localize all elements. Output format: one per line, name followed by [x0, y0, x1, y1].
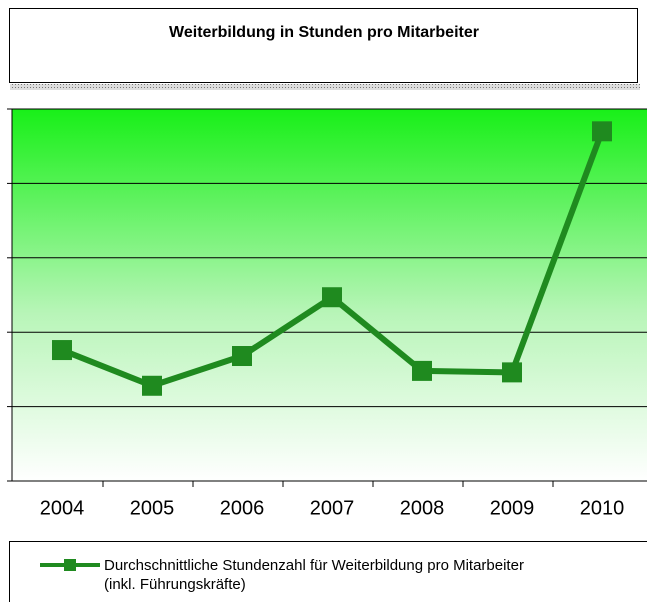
x-tick-label: 2007 — [310, 497, 355, 519]
point-marker — [232, 346, 252, 367]
legend-label: Durchschnittliche Stundenzahl für Weiter… — [104, 557, 524, 593]
legend-marker — [64, 559, 76, 571]
x-tick-label: 2006 — [220, 497, 265, 519]
chart-title: Weiterbildung in Stunden pro Mitarbeiter — [169, 24, 479, 41]
point-marker — [592, 121, 612, 142]
x-tick-label: 2010 — [580, 497, 625, 519]
x-tick-label: 2008 — [400, 497, 445, 519]
x-tick-label: 2005 — [130, 497, 175, 519]
legend-box — [9, 541, 647, 602]
title-shadow — [10, 84, 640, 90]
point-marker — [502, 362, 522, 383]
point-marker — [412, 360, 432, 381]
point-marker — [52, 340, 72, 361]
point-marker — [322, 287, 342, 308]
x-tick-label: 2009 — [490, 497, 535, 519]
title-box — [9, 8, 638, 83]
point-marker — [142, 375, 162, 396]
x-tick-label: 2004 — [40, 497, 85, 519]
